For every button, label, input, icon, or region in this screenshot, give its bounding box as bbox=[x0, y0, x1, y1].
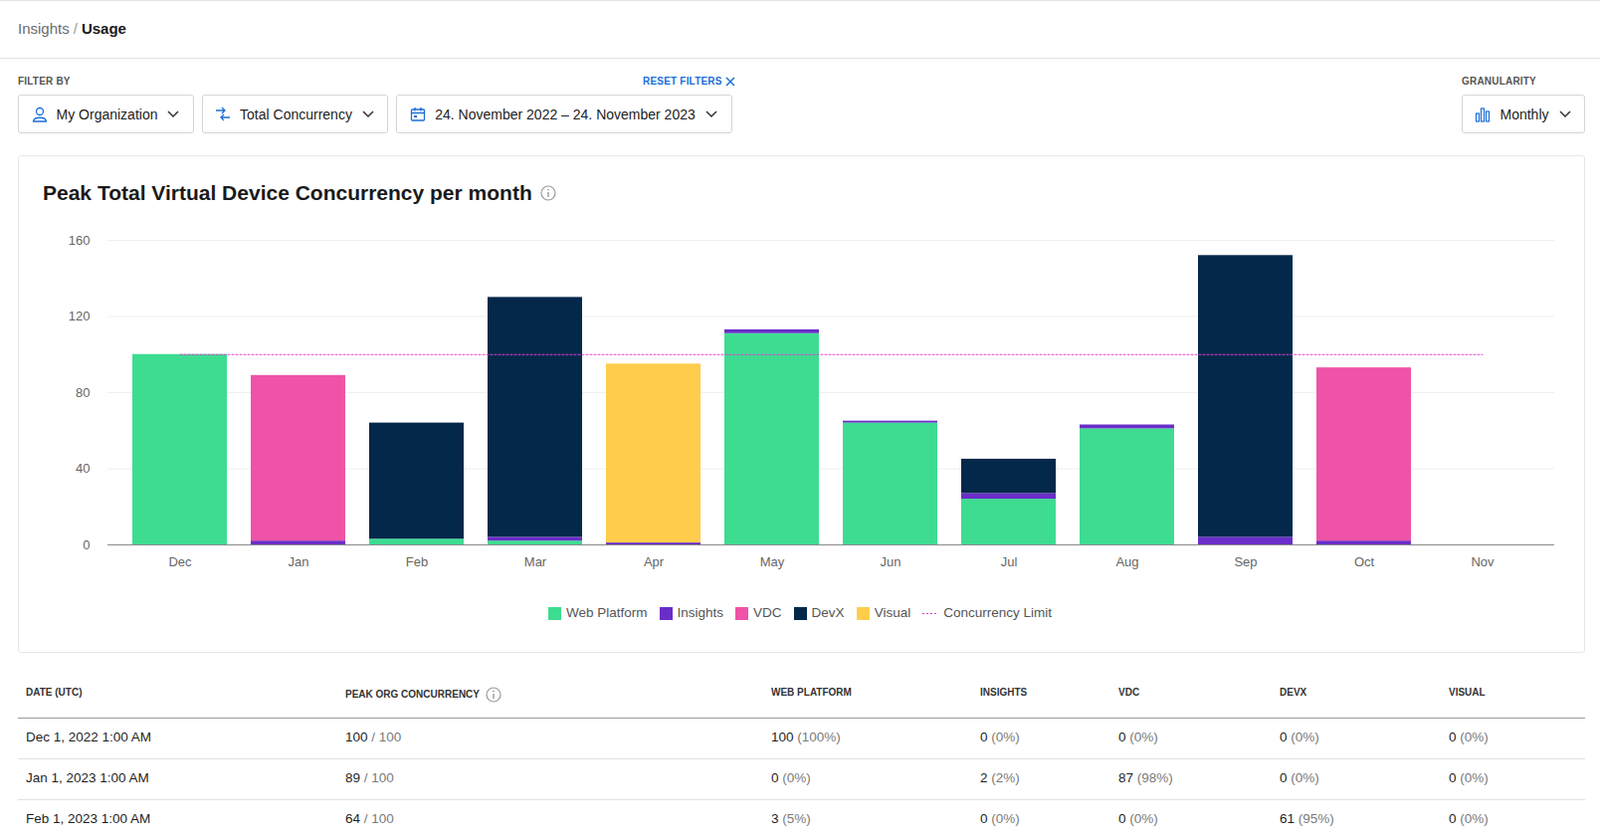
html-text:89 / 100: 89 / 100 bbox=[345, 770, 394, 786]
html-text:VDC: VDC bbox=[753, 604, 782, 620]
svg-text:Jan: Jan bbox=[288, 554, 310, 570]
html-text:DevX: DevX bbox=[811, 604, 845, 620]
svg-text:Aug: Aug bbox=[1115, 554, 1139, 570]
html-text:61 (95%): 61 (95%) bbox=[1279, 810, 1335, 826]
svg-text:May: May bbox=[760, 554, 786, 570]
html-text:2 (2%): 2 (2%) bbox=[980, 770, 1020, 786]
html-text:0 (0%): 0 (0%) bbox=[980, 810, 1020, 826]
html-text:Insights / Usage: Insights / Usage bbox=[17, 19, 127, 37]
html-text:VDC: VDC bbox=[1118, 686, 1140, 698]
html-text:RESET FILTERS: RESET FILTERS bbox=[642, 75, 723, 87]
svg-text:0: 0 bbox=[82, 537, 90, 553]
html-text:24. November 2022 – 24. Novemb: 24. November 2022 – 24. November 2023 bbox=[435, 105, 696, 122]
svg-text:Jul: Jul bbox=[1000, 554, 1018, 570]
html-text:Visual: Visual bbox=[874, 604, 911, 620]
html-text:Monthly: Monthly bbox=[1500, 105, 1549, 122]
html-text:100 / 100: 100 / 100 bbox=[345, 729, 402, 745]
html-text:0 (0%): 0 (0%) bbox=[1448, 729, 1489, 745]
html-text:INSIGHTS: INSIGHTS bbox=[980, 686, 1028, 698]
html-text:PEAK ORG CONCURRENCY: PEAK ORG CONCURRENCY bbox=[345, 688, 480, 700]
html-text:0 (0%): 0 (0%) bbox=[1118, 729, 1159, 745]
html-text:0 (0%): 0 (0%) bbox=[1448, 810, 1489, 826]
html-text:0 (0%): 0 (0%) bbox=[1279, 729, 1320, 745]
html-text:0 (0%): 0 (0%) bbox=[1279, 770, 1320, 786]
html-text:Jan 1, 2023 1:00 AM: Jan 1, 2023 1:00 AM bbox=[25, 770, 150, 786]
svg-text:120: 120 bbox=[68, 308, 91, 324]
html-text:64 / 100: 64 / 100 bbox=[345, 810, 394, 826]
svg-text:40: 40 bbox=[75, 460, 90, 476]
svg-text:Feb: Feb bbox=[405, 554, 428, 570]
html-text:FILTER BY: FILTER BY bbox=[17, 75, 71, 87]
html-text:0 (0%): 0 (0%) bbox=[1118, 810, 1159, 826]
html-text:My Organization: My Organization bbox=[56, 105, 158, 122]
svg-text:Apr: Apr bbox=[643, 554, 665, 570]
svg-text:Nov: Nov bbox=[1470, 554, 1495, 570]
html-text:3 (5%): 3 (5%) bbox=[771, 810, 811, 826]
svg-text:Mar: Mar bbox=[524, 554, 548, 570]
html-text:VISUAL: VISUAL bbox=[1448, 686, 1486, 698]
html-text:Total Concurrency: Total Concurrency bbox=[239, 105, 353, 122]
html-text:Dec 1, 2022 1:00 AM: Dec 1, 2022 1:00 AM bbox=[25, 729, 152, 745]
html-text:GRANULARITY: GRANULARITY bbox=[1461, 75, 1537, 87]
html-text:87 (98%): 87 (98%) bbox=[1118, 770, 1173, 786]
svg-text:Oct: Oct bbox=[1354, 554, 1376, 570]
svg-text:80: 80 bbox=[75, 385, 90, 400]
html-text:Concurrency Limit: Concurrency Limit bbox=[943, 604, 1052, 620]
svg-text:Dec: Dec bbox=[168, 554, 193, 570]
html-text:DATE (UTC): DATE (UTC) bbox=[25, 686, 83, 698]
html-text:WEB PLATFORM: WEB PLATFORM bbox=[771, 686, 852, 698]
svg-text:Jun: Jun bbox=[880, 554, 902, 570]
html-text:100 (100%): 100 (100%) bbox=[771, 729, 841, 745]
html-text:0 (0%): 0 (0%) bbox=[771, 770, 811, 786]
html-text:Web Platform: Web Platform bbox=[566, 604, 648, 620]
html-text:0 (0%): 0 (0%) bbox=[1448, 770, 1489, 786]
html-text:DEVX: DEVX bbox=[1279, 686, 1307, 698]
html-text:Feb 1, 2023 1:00 AM: Feb 1, 2023 1:00 AM bbox=[25, 810, 151, 826]
svg-text:160: 160 bbox=[68, 232, 91, 248]
html-text:Peak Total Virtual Device Conc: Peak Total Virtual Device Concurrency pe… bbox=[42, 181, 533, 204]
svg-text:Sep: Sep bbox=[1233, 554, 1257, 570]
html-text:0 (0%): 0 (0%) bbox=[980, 729, 1020, 745]
html-text:Insights: Insights bbox=[677, 604, 724, 620]
